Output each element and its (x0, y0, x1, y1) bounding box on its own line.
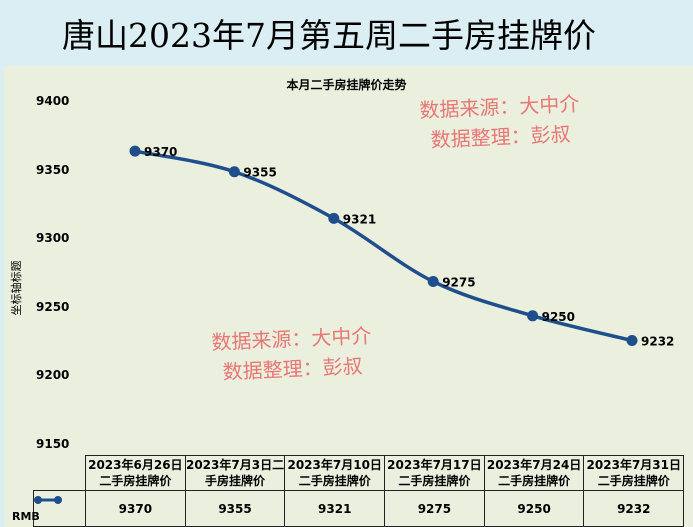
data-label: 9370 (144, 145, 177, 159)
data-table: 2023年6月26日二手房挂牌价 2023年7月3日二手房挂牌价 2023年7月10… (12, 455, 685, 527)
y-tick-label: 9250 (36, 299, 70, 314)
data-label: 9321 (343, 212, 376, 226)
y-tick-label: 9400 (36, 94, 70, 108)
category-label: 2023年6月26日二手房挂牌价 (85, 455, 186, 491)
data-label: 9275 (442, 276, 475, 290)
data-point (129, 145, 141, 157)
legend-marker-icon (34, 496, 62, 504)
category-label: 2023年7月31日二手房挂牌价 (583, 455, 685, 491)
table-value: 9250 (483, 490, 585, 527)
data-label: 9232 (641, 334, 674, 348)
category-label: 2023年7月10日二手房挂牌价 (284, 455, 386, 491)
chart-title: 本月二手房挂牌价走势 (286, 78, 407, 92)
y-tick-label: 9200 (36, 368, 70, 383)
table-value: 9370 (85, 490, 186, 527)
data-point (228, 166, 240, 178)
data-point (527, 310, 539, 322)
legend-key: RMB (12, 490, 86, 527)
watermark-bottom: 数据来源：大中介 数据整理：彭叔 (211, 321, 373, 388)
table-value: 9321 (284, 490, 386, 527)
table-corner (34, 456, 86, 491)
table-value: 9275 (384, 490, 485, 527)
y-tick-label: 9300 (36, 231, 70, 246)
category-label: 2023年7月17日二手房挂牌价 (384, 455, 485, 491)
watermark-top: 数据来源：大中介 数据整理：彭叔 (419, 89, 581, 156)
legend-series-name: RMB (12, 510, 40, 523)
category-label: 2023年7月3日二手房挂牌价 (184, 455, 286, 491)
series-line (134, 149, 633, 343)
data-label: 9355 (243, 166, 276, 180)
category-label: 2023年7月24日二手房挂牌价 (483, 455, 585, 491)
data-point (626, 334, 638, 346)
y-tick-label: 9350 (36, 162, 70, 177)
data-label: 9250 (542, 310, 575, 324)
page-title: 唐山2023年7月第五周二手房挂牌价 (0, 0, 693, 66)
table-value: 9355 (184, 490, 286, 527)
chart-area (4, 66, 693, 527)
table-value: 9232 (583, 490, 685, 527)
data-point (427, 276, 439, 287)
data-point (328, 212, 340, 224)
y-tick-label: 9150 (36, 437, 70, 451)
